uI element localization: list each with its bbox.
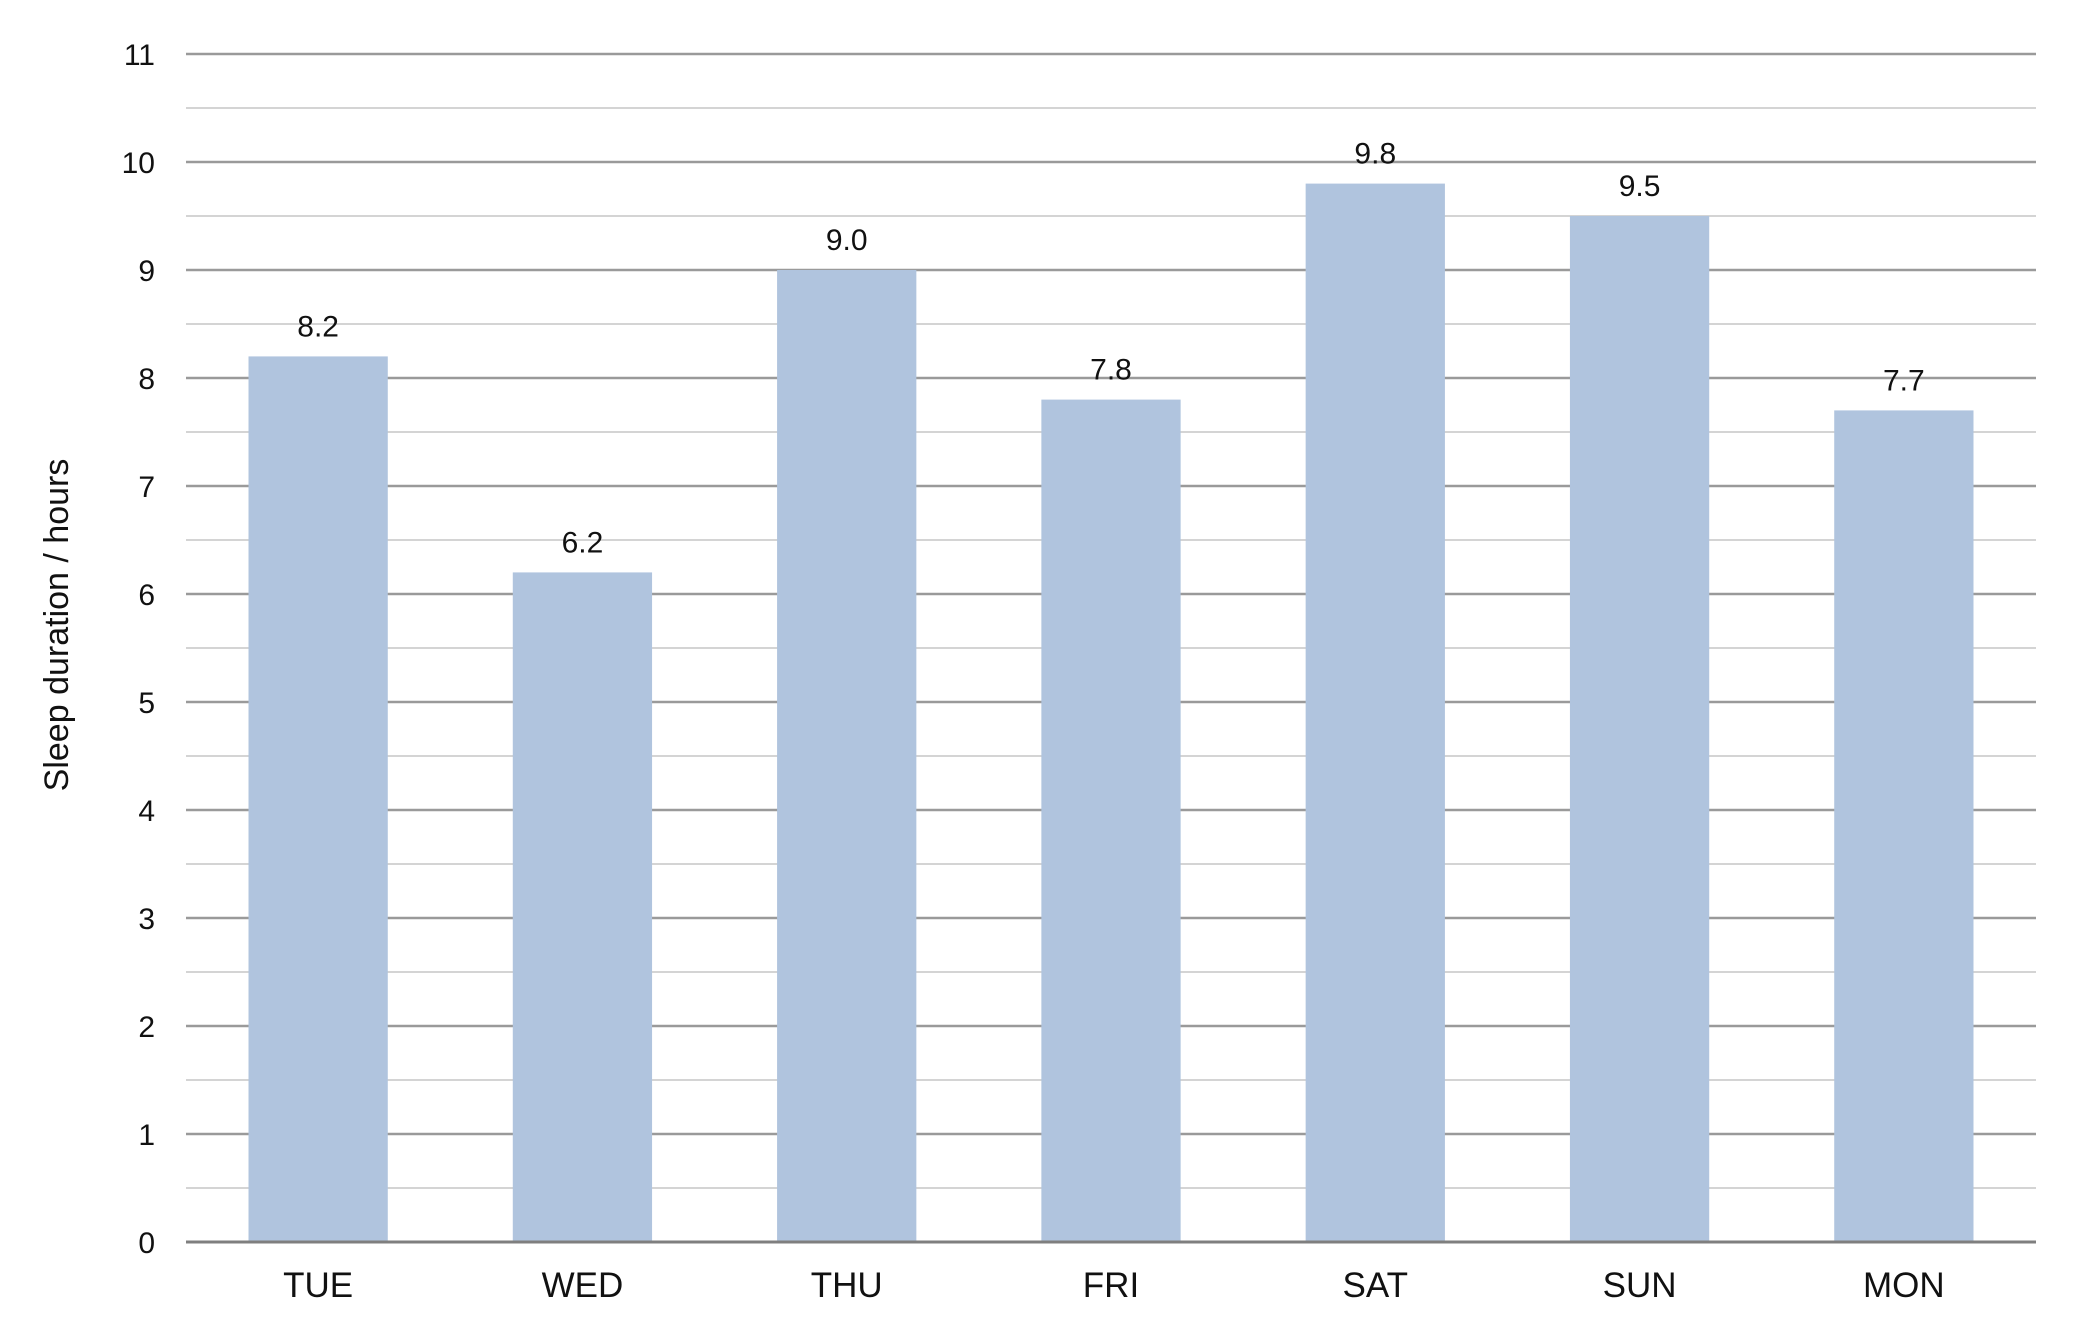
y-tick-label: 5	[138, 687, 155, 720]
y-axis-title: Sleep duration / hours	[38, 459, 76, 792]
y-tick-label: 11	[124, 39, 155, 72]
y-tick-label: 1	[138, 1119, 155, 1152]
data-label-sat: 9.8	[1354, 138, 1396, 171]
x-tick-label-thu: THU	[811, 1266, 883, 1305]
data-label-fri: 7.8	[1090, 354, 1132, 387]
x-tick-label-sat: SAT	[1343, 1266, 1408, 1305]
data-label-wed: 6.2	[562, 526, 604, 559]
y-tick-label: 6	[138, 579, 155, 612]
y-tick-label: 7	[138, 471, 155, 504]
data-label-tue: 8.2	[297, 310, 339, 343]
y-tick-label: 3	[138, 903, 155, 936]
bar-mon	[1834, 410, 1974, 1242]
bar-fri	[1041, 399, 1181, 1243]
bar-sun	[1569, 216, 1710, 1242]
y-tick-label: 10	[122, 147, 155, 180]
bar-layer	[248, 183, 1974, 1243]
data-label-thu: 9.0	[826, 224, 868, 257]
x-tick-label-fri: FRI	[1083, 1266, 1139, 1305]
y-tick-label: 9	[138, 255, 155, 288]
bar-tue	[248, 356, 388, 1242]
data-label-sun: 9.5	[1619, 170, 1661, 203]
bar-sat	[1305, 183, 1445, 1243]
x-tick-label-mon: MON	[1863, 1266, 1945, 1305]
y-tick-label: 0	[138, 1227, 155, 1260]
label-layer: 0 1 2 3 4 5 6 7 8 9 10 11 8.2 TUE 6.2 WED 9.0 THU 7.8 FRI 9.…	[122, 39, 1945, 1305]
x-tick-label-wed: WED	[542, 1266, 624, 1305]
y-tick-label: 2	[138, 1011, 155, 1044]
x-tick-label-sun: SUN	[1603, 1266, 1677, 1305]
bar-thu	[777, 270, 917, 1242]
x-tick-label-tue: TUE	[283, 1266, 353, 1305]
y-tick-label: 8	[138, 363, 155, 396]
y-tick-label: 4	[138, 795, 155, 828]
data-label-mon: 7.7	[1883, 364, 1925, 397]
bar-wed	[512, 572, 653, 1242]
